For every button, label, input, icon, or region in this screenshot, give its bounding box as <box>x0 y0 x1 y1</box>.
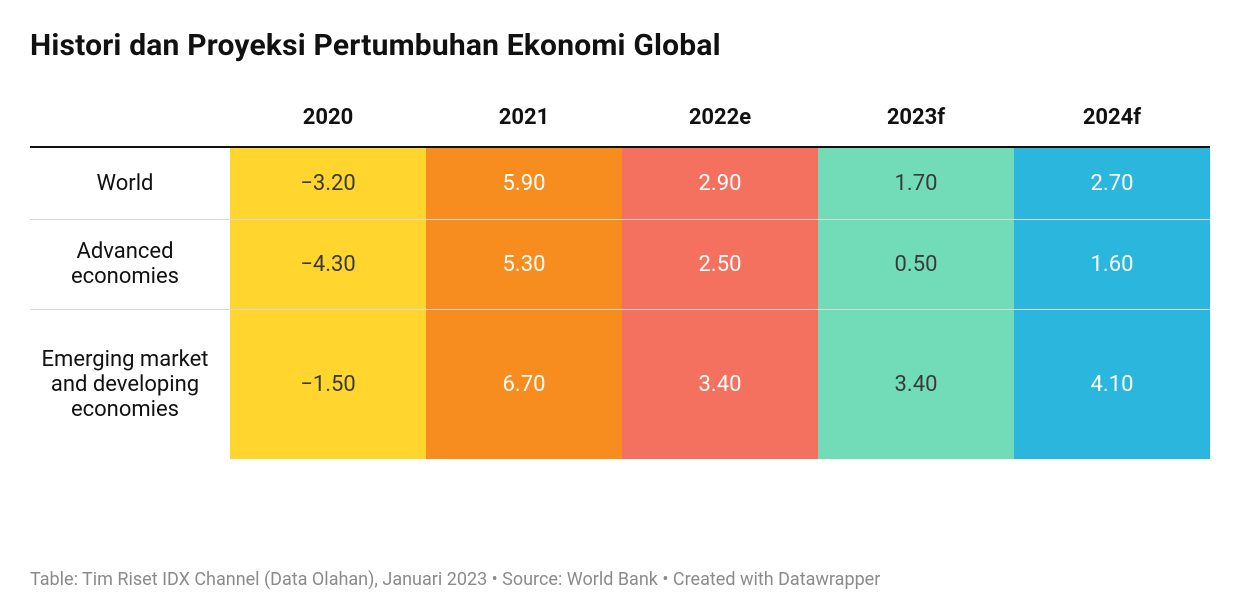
row-label: World <box>30 147 230 219</box>
data-cell: 3.40 <box>622 309 818 459</box>
column-header: 2024f <box>1014 91 1210 147</box>
table-row: Advanced economies−4.305.302.500.501.60 <box>30 219 1210 309</box>
data-cell: 1.70 <box>818 147 1014 219</box>
row-label: Emerging market and developing economies <box>30 309 230 459</box>
table-row: World−3.205.902.901.702.70 <box>30 147 1210 219</box>
data-cell: 5.90 <box>426 147 622 219</box>
row-label: Advanced economies <box>30 219 230 309</box>
column-header: 2020 <box>230 91 426 147</box>
footer-credit: Table: Tim Riset IDX Channel (Data Olaha… <box>30 569 1210 590</box>
chart-title: Histori dan Proyeksi Pertumbuhan Ekonomi… <box>30 28 1210 63</box>
column-header: 2023f <box>818 91 1014 147</box>
table-head: 202020212022e2023f2024f <box>30 91 1210 147</box>
header-blank <box>30 91 230 147</box>
data-cell: 2.90 <box>622 147 818 219</box>
data-cell: 0.50 <box>818 219 1014 309</box>
table-row: Emerging market and developing economies… <box>30 309 1210 459</box>
data-cell: 5.30 <box>426 219 622 309</box>
data-cell: −1.50 <box>230 309 426 459</box>
data-cell: −4.30 <box>230 219 426 309</box>
data-cell: −3.20 <box>230 147 426 219</box>
data-cell: 3.40 <box>818 309 1014 459</box>
data-cell: 4.10 <box>1014 309 1210 459</box>
chart-container: Histori dan Proyeksi Pertumbuhan Ekonomi… <box>0 0 1240 616</box>
data-cell: 2.50 <box>622 219 818 309</box>
header-row: 202020212022e2023f2024f <box>30 91 1210 147</box>
column-header: 2021 <box>426 91 622 147</box>
data-cell: 2.70 <box>1014 147 1210 219</box>
column-header: 2022e <box>622 91 818 147</box>
table-body: World−3.205.902.901.702.70Advanced econo… <box>30 147 1210 459</box>
data-cell: 1.60 <box>1014 219 1210 309</box>
data-table: 202020212022e2023f2024f World−3.205.902.… <box>30 91 1210 459</box>
data-cell: 6.70 <box>426 309 622 459</box>
